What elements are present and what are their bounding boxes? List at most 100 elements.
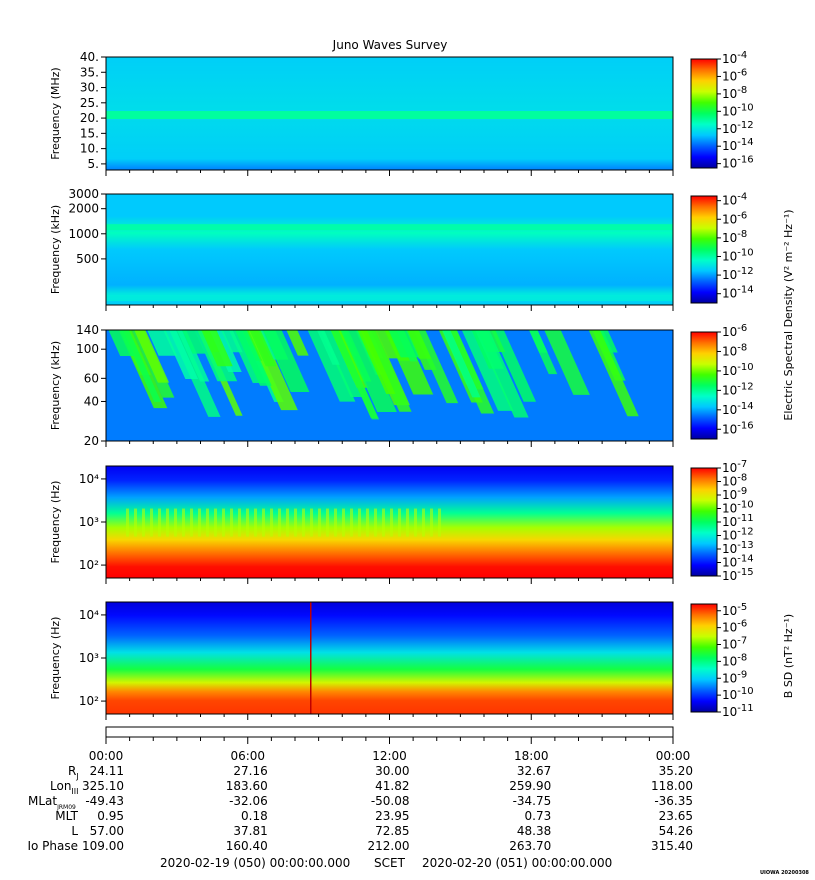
ephemeris-value: 0.18 xyxy=(241,809,268,823)
panel-3-emission-streak xyxy=(147,330,178,356)
colorbar-2 xyxy=(690,195,718,304)
ephemeris-value: 325.10 xyxy=(82,779,124,793)
time-axis-frame xyxy=(105,726,674,738)
panel-4-spike xyxy=(230,508,233,537)
ephemeris-value: 35.20 xyxy=(659,764,693,778)
panel-4-spike xyxy=(366,508,369,537)
panel-4-spike xyxy=(214,508,217,537)
panel-4-ylabel: Frequency (Hz) xyxy=(49,481,62,564)
panel-3-emission-streak xyxy=(544,330,590,395)
panel-3-emission-streak xyxy=(461,330,514,411)
panel-3-emission-streak xyxy=(201,330,233,367)
colorbar-1 xyxy=(690,58,718,169)
panel-4-spike xyxy=(254,508,257,537)
panel-1-band-21mhz xyxy=(106,111,673,120)
panel-4-spike xyxy=(246,508,249,537)
colorbar-1-tick-label: 10-6 xyxy=(722,67,747,83)
panel-3-ytick-label: 40 xyxy=(84,394,99,408)
panel-4-spike xyxy=(278,508,281,537)
footer-scet-label: SCET xyxy=(374,856,406,870)
ephemeris-value: 109.00 xyxy=(82,839,124,853)
panel-3-emission-streak xyxy=(405,330,432,359)
colorbar-1-tick-label: 10-14 xyxy=(722,137,754,153)
colorbar-3-tick-label: 10-12 xyxy=(722,381,754,397)
colorbar-2-tick-label: 10-4 xyxy=(722,192,747,208)
ephemeris-value: 23.65 xyxy=(659,809,693,823)
ephemeris-value: 41.82 xyxy=(375,779,409,793)
panel-1-ytick-label: 30. xyxy=(80,81,99,95)
colorbar-3 xyxy=(690,331,718,440)
ephemeris-label: Io Phase xyxy=(27,839,78,853)
panel-4-spike xyxy=(182,508,185,537)
panel-3-emission-streak xyxy=(442,330,481,398)
panel-4-spike xyxy=(294,508,297,537)
colorbar-4-tick-label: 10-15 xyxy=(722,567,754,583)
ephemeris-table: RJ 24.11 27.16 30.00 32.67 35.20 LonIII 325.10 1… xyxy=(27,764,693,853)
time-axis: 00:00 06:00 12:00 18:00 00:00 xyxy=(89,726,691,763)
panel-2-ytick-label: 2000 xyxy=(68,202,99,216)
panel-4-spikes xyxy=(126,508,441,537)
panel-3-emission-streak xyxy=(235,330,272,386)
panel-3-emission-streak xyxy=(181,330,206,354)
panel-3-emission-streak xyxy=(340,330,397,413)
footer-start-time: 2020-02-19 (050) 00:00:00.000 xyxy=(160,856,350,870)
ephemeris-label: RJ xyxy=(68,764,79,781)
panel-1-ytick-label: 20. xyxy=(80,111,99,125)
panel-4-spike xyxy=(358,508,361,537)
ephemeris-value: 183.60 xyxy=(226,779,268,793)
panel-4-spike xyxy=(398,508,401,537)
panel-3-emission-streak xyxy=(528,330,558,375)
panel-4-spike xyxy=(222,508,225,537)
ephemeris-value: 27.16 xyxy=(233,764,267,778)
panel-3-emissions xyxy=(108,330,639,420)
panel-4-spike xyxy=(174,508,177,537)
ephemeris-value: 315.40 xyxy=(651,839,693,853)
panel-3-emission-streak xyxy=(245,330,298,411)
ephemeris-value: 259.90 xyxy=(509,779,551,793)
panel-2-band xyxy=(106,294,673,301)
panel-3-emission-streak xyxy=(121,330,162,402)
panel-5-ytick-label: 10² xyxy=(79,694,99,708)
panel-4-spike xyxy=(422,508,425,537)
ephemeris-value: -34.75 xyxy=(513,794,552,808)
panel-4-ytick-label: 10⁴ xyxy=(79,472,99,486)
panel-4-spike xyxy=(382,508,385,537)
panel-4-spike xyxy=(438,508,441,537)
magnetic-colorbar-title: B SD (nT² Hz⁻¹) xyxy=(782,614,795,698)
ephemeris-value: 48.38 xyxy=(517,824,551,838)
panel-4-spike xyxy=(342,508,345,537)
ephemeris-value: 23.95 xyxy=(375,809,409,823)
colorbar-5-tick-label: 10-10 xyxy=(722,686,754,702)
time-tick-label: 00:00 xyxy=(89,749,124,763)
footer-end-time: 2020-02-20 (051) 00:00:00.000 xyxy=(422,856,612,870)
panel-4-spike xyxy=(150,508,153,537)
panel-4-spike xyxy=(158,508,161,537)
colorbar-1-tick-label: 10-16 xyxy=(722,155,754,171)
ephemeris-value: 37.81 xyxy=(233,824,267,838)
colorbar-3-tick-label: 10-10 xyxy=(722,362,754,378)
colorbar-3-tick-label: 10-6 xyxy=(722,323,747,339)
panel-4-spike xyxy=(270,508,273,537)
ephemeris-value: -50.08 xyxy=(371,794,410,808)
ephemeris-value: 57.00 xyxy=(90,824,124,838)
ephemeris-value: -49.43 xyxy=(85,794,124,808)
colorbar-2-tick-label: 10-12 xyxy=(722,266,754,282)
panel-3-emission-streak xyxy=(316,330,340,365)
panel-4-spike xyxy=(390,508,393,537)
colorbar-5-tick-label: 10-6 xyxy=(722,619,747,635)
panel-3-ytick-label: 20 xyxy=(84,434,99,448)
panel-3-emission-streak xyxy=(262,330,310,392)
time-tick-label: 00:00 xyxy=(656,749,691,763)
colorbar-3-tick-label: 10-14 xyxy=(722,401,754,417)
panel-4-spike xyxy=(302,508,305,537)
panel-1-ytick-label: 40. xyxy=(80,50,99,64)
ephemeris-value: 0.95 xyxy=(97,809,124,823)
colorbar-1-tick-label: 10-4 xyxy=(722,50,747,66)
colorbar-2-tick-label: 10-14 xyxy=(722,285,754,301)
ephemeris-value: 212.00 xyxy=(368,839,410,853)
ephemeris-value: 160.40 xyxy=(226,839,268,853)
ephemeris-value: 30.00 xyxy=(375,764,409,778)
panel-4-spike xyxy=(326,508,329,537)
panel-2-spectrogram xyxy=(106,194,673,305)
